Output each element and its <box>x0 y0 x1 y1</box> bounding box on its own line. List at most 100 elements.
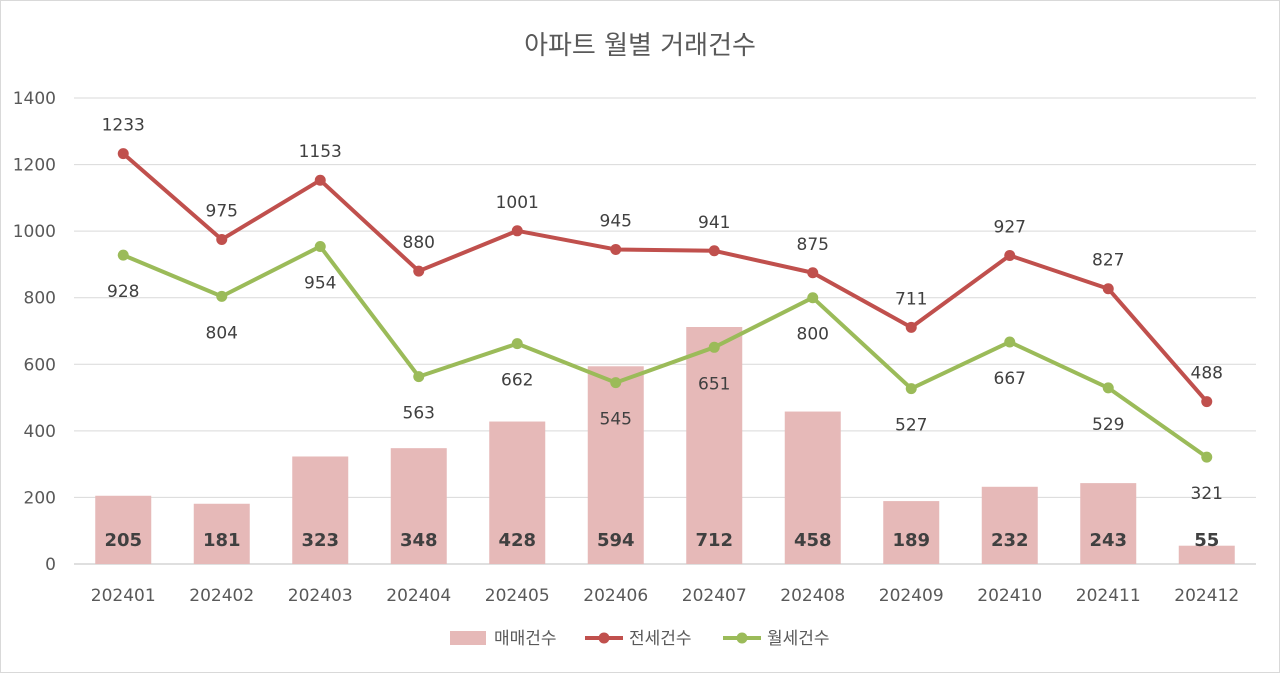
bar-data-label: 232 <box>991 530 1029 551</box>
bar <box>686 327 743 564</box>
line-point <box>216 290 228 302</box>
line-point <box>708 341 720 353</box>
y-tick-label: 800 <box>24 289 56 309</box>
bar <box>390 448 447 564</box>
line-point <box>314 240 326 252</box>
y-tick-label: 600 <box>24 355 56 375</box>
legend-marker <box>736 632 748 644</box>
line-point <box>708 245 720 257</box>
line-point <box>511 225 523 237</box>
bar-data-label: 594 <box>597 530 635 551</box>
legend-label: 전세건수 <box>629 629 692 649</box>
line-point <box>610 243 622 255</box>
point-data-label: 945 <box>600 211 632 231</box>
y-tick-label: 200 <box>24 488 56 508</box>
x-tick-label: 202411 <box>1076 586 1141 606</box>
bar-data-label: 428 <box>498 530 536 551</box>
point-data-label: 1233 <box>102 116 145 136</box>
line-point <box>117 249 129 261</box>
point-data-label: 563 <box>403 404 435 424</box>
bar <box>1178 545 1235 564</box>
legend-label: 매매건수 <box>494 629 557 649</box>
x-tick-label: 202403 <box>288 586 353 606</box>
line-point <box>610 377 622 389</box>
bar <box>1080 483 1137 564</box>
bar-data-label: 243 <box>1089 530 1127 551</box>
x-tick-label: 202401 <box>91 586 156 606</box>
point-data-label: 954 <box>304 273 336 293</box>
point-data-label: 488 <box>1191 364 1223 384</box>
bar <box>489 421 546 564</box>
line-point <box>1102 283 1114 295</box>
point-data-label: 651 <box>698 374 730 394</box>
y-tick-label: 1400 <box>13 89 56 109</box>
point-data-label: 1153 <box>299 142 342 162</box>
bar-data-label: 712 <box>695 530 733 551</box>
point-data-label: 928 <box>107 282 139 302</box>
x-tick-label: 202405 <box>485 586 550 606</box>
bar <box>95 495 152 564</box>
bar <box>883 501 940 564</box>
point-data-label: 321 <box>1191 484 1223 504</box>
bar-data-label: 181 <box>203 530 241 551</box>
y-tick-label: 1200 <box>13 156 56 176</box>
point-data-label: 875 <box>797 235 829 255</box>
bar <box>587 366 644 564</box>
line-point <box>1004 249 1016 261</box>
x-tick-label: 202406 <box>583 586 648 606</box>
line-point <box>511 338 523 350</box>
point-data-label: 975 <box>206 201 238 221</box>
line-point <box>1102 382 1114 394</box>
bar <box>981 486 1038 564</box>
bar-data-label: 205 <box>104 530 142 551</box>
point-data-label: 545 <box>600 410 632 430</box>
x-tick-label: 202408 <box>780 586 845 606</box>
point-data-label: 941 <box>698 213 730 233</box>
bar-data-label: 323 <box>301 530 339 551</box>
point-data-label: 927 <box>994 217 1026 237</box>
y-tick-label: 0 <box>45 555 56 575</box>
point-data-label: 667 <box>994 369 1026 389</box>
x-tick-label: 202409 <box>879 586 944 606</box>
point-data-label: 1001 <box>496 193 539 213</box>
series-line <box>121 244 1209 460</box>
line-point <box>1201 396 1213 408</box>
line-point <box>216 233 228 245</box>
bar <box>784 411 841 564</box>
x-tick-label: 202412 <box>1174 586 1239 606</box>
point-data-label: 800 <box>797 325 829 345</box>
point-data-label: 527 <box>895 416 927 436</box>
x-tick-label: 202410 <box>977 586 1042 606</box>
legend-swatch <box>450 631 486 645</box>
y-tick-label: 1000 <box>13 222 56 242</box>
line-point <box>905 321 917 333</box>
point-data-label: 804 <box>206 323 238 343</box>
x-tick-label: 202404 <box>386 586 451 606</box>
series-line <box>121 151 1209 404</box>
line-point <box>1004 336 1016 348</box>
line-point <box>117 148 129 160</box>
point-data-label: 711 <box>895 289 927 309</box>
x-tick-label: 202402 <box>189 586 254 606</box>
line-point <box>413 371 425 383</box>
line-point <box>1201 451 1213 463</box>
point-data-label: 827 <box>1092 251 1124 271</box>
line-point <box>413 265 425 277</box>
y-tick-label: 400 <box>24 422 56 442</box>
point-data-label: 880 <box>403 233 435 253</box>
bar-data-label: 55 <box>1194 530 1219 551</box>
point-data-label: 529 <box>1092 415 1124 435</box>
chart-title: 아파트 월별 거래건수 <box>524 31 756 61</box>
bar <box>292 456 349 564</box>
bar-data-label: 348 <box>400 530 438 551</box>
x-tick-label: 202407 <box>682 586 747 606</box>
line-point <box>314 174 326 186</box>
bar-data-label: 189 <box>892 530 930 551</box>
point-data-label: 662 <box>501 371 533 391</box>
legend-label: 월세건수 <box>767 629 830 649</box>
legend-marker <box>598 632 610 644</box>
line-point <box>807 267 819 279</box>
line-point <box>905 383 917 395</box>
line-point <box>807 292 819 304</box>
